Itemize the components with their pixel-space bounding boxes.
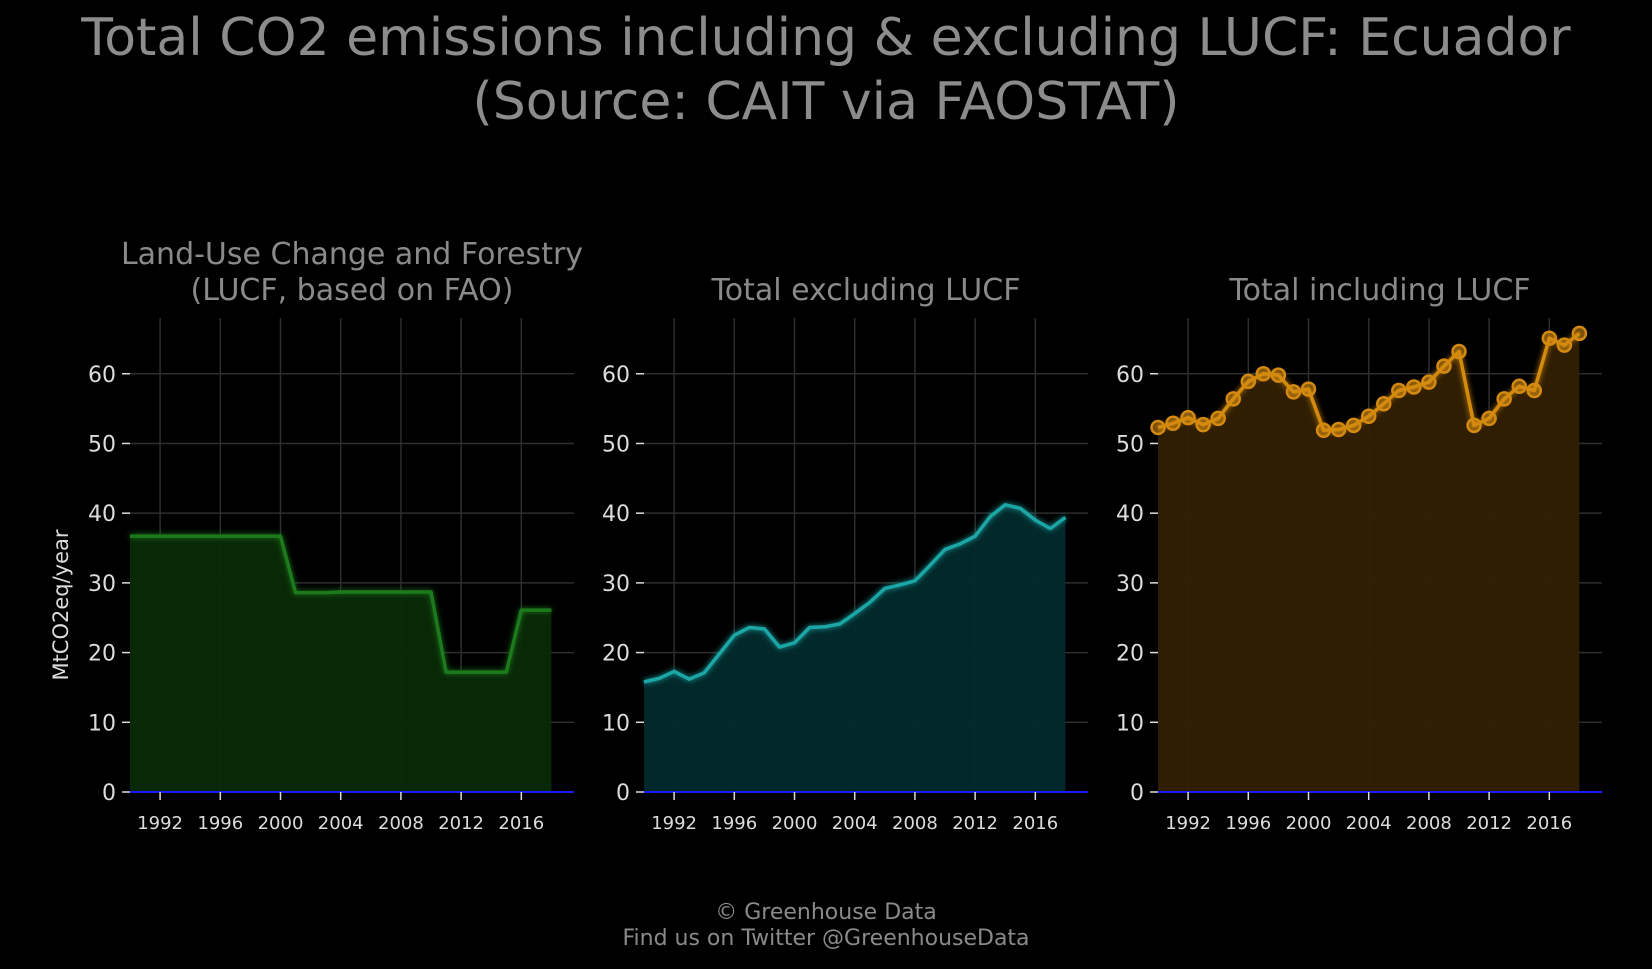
y-tick-label: 50 (88, 432, 116, 457)
data-point (1150, 419, 1166, 436)
x-tick-label: 1992 (1165, 813, 1211, 834)
footer-copyright: © Greenhouse Data (715, 900, 937, 925)
series-area (1158, 333, 1580, 792)
panel-title-line: Total including LUCF (1228, 273, 1530, 308)
y-axis-label: MtCO2eq/year (49, 529, 73, 680)
chart-title-line-1: Total CO2 emissions including & excludin… (81, 8, 1571, 68)
data-point (1466, 417, 1482, 434)
data-point (1330, 421, 1347, 438)
x-tick-label: 2012 (952, 813, 998, 834)
y-tick-label: 50 (1116, 432, 1144, 457)
data-point (1195, 416, 1211, 433)
y-tick-label: 30 (602, 572, 630, 597)
x-tick-label: 2004 (832, 813, 878, 834)
y-tick-label: 20 (88, 642, 116, 667)
y-tick-label: 20 (602, 642, 630, 667)
x-tick-label: 2008 (378, 813, 424, 834)
data-point (1436, 358, 1452, 374)
y-tick-label: 20 (1116, 642, 1144, 667)
data-point (1451, 343, 1467, 360)
series-area (130, 536, 552, 792)
x-tick-label: 2000 (772, 813, 818, 834)
y-tick-label: 0 (616, 781, 630, 806)
data-point (1571, 325, 1588, 342)
panel-title-line: Total excluding LUCF (711, 273, 1021, 308)
chart-panel-2: 0 10 20 30 40 50 60 1992 1996 2000 2004 2008 2012 201… (602, 273, 1088, 834)
data-point (1421, 374, 1437, 390)
data-point (1255, 366, 1272, 382)
y-tick-label: 0 (102, 781, 116, 806)
y-tick-label: 60 (1116, 363, 1144, 388)
data-point (1225, 391, 1242, 407)
data-point (1526, 382, 1543, 399)
x-tick-label: 2008 (892, 813, 938, 834)
y-tick-label: 40 (88, 502, 116, 527)
x-tick-label: 1996 (711, 813, 757, 834)
chart-panel-3: 0 10 20 30 40 50 60 1992 1996 2000 2004 2008 2012 201… (1116, 273, 1602, 834)
data-point (1481, 410, 1497, 427)
data-point (1360, 408, 1377, 425)
data-point (1391, 382, 1407, 399)
y-tick-label: 30 (1116, 572, 1144, 597)
series-area (644, 504, 1066, 792)
x-tick-label: 2000 (1286, 813, 1332, 834)
chart-title-line-2: (Source: CAIT via FAOSTAT) (472, 72, 1180, 132)
y-tick-label: 30 (88, 572, 116, 597)
y-tick-label: 10 (1116, 711, 1144, 736)
chart-panel-1: 0 10 20 30 40 50 60 1992 1996 2000 2004 2008 2012 201… (49, 237, 583, 834)
x-tick-label: 1992 (651, 813, 697, 834)
data-point (1496, 391, 1512, 407)
y-tick-label: 40 (1116, 502, 1144, 527)
data-point (1300, 381, 1317, 397)
data-point (1556, 337, 1573, 353)
x-tick-label: 2012 (1466, 813, 1512, 834)
x-tick-label: 2012 (438, 813, 484, 834)
x-tick-label: 2016 (1012, 813, 1058, 834)
y-tick-label: 50 (602, 432, 630, 457)
x-tick-label: 2016 (498, 813, 544, 834)
x-tick-label: 1996 (197, 813, 243, 834)
data-point (1376, 395, 1392, 412)
x-tick-label: 2008 (1406, 813, 1452, 834)
y-tick-label: 10 (88, 711, 116, 736)
data-point (1406, 379, 1422, 395)
footer: © Greenhouse Data Find us on Twitter @Gr… (0, 900, 1652, 952)
y-tick-label: 60 (88, 363, 116, 388)
y-tick-label: 40 (602, 502, 630, 527)
x-tick-label: 2016 (1526, 813, 1572, 834)
series-line (643, 503, 1067, 684)
y-tick-label: 0 (1130, 781, 1144, 806)
data-point (1285, 384, 1302, 400)
data-point (1315, 422, 1332, 438)
panel-title-line: Land-Use Change and Forestry (121, 237, 583, 272)
data-point (1541, 330, 1558, 346)
data-point (1165, 415, 1181, 432)
data-point (1210, 410, 1226, 427)
data-point (1270, 367, 1287, 383)
y-tick-label: 10 (602, 711, 630, 736)
y-tick-label: 60 (602, 363, 630, 388)
x-tick-label: 1992 (137, 813, 183, 834)
x-tick-label: 1996 (1225, 813, 1271, 834)
panel-title-line: (LUCF, based on FAO) (191, 273, 514, 308)
x-tick-label: 2004 (318, 813, 364, 834)
x-tick-label: 2004 (1346, 813, 1392, 834)
chart-title: Total CO2 emissions including & excludin… (0, 6, 1652, 134)
data-point (1240, 373, 1257, 390)
data-point (1180, 409, 1196, 426)
data-point (1345, 417, 1362, 434)
series-line (130, 534, 552, 674)
x-tick-label: 2000 (258, 813, 304, 834)
footer-twitter: Find us on Twitter @GreenhouseData (622, 926, 1030, 951)
data-point (1511, 378, 1527, 395)
